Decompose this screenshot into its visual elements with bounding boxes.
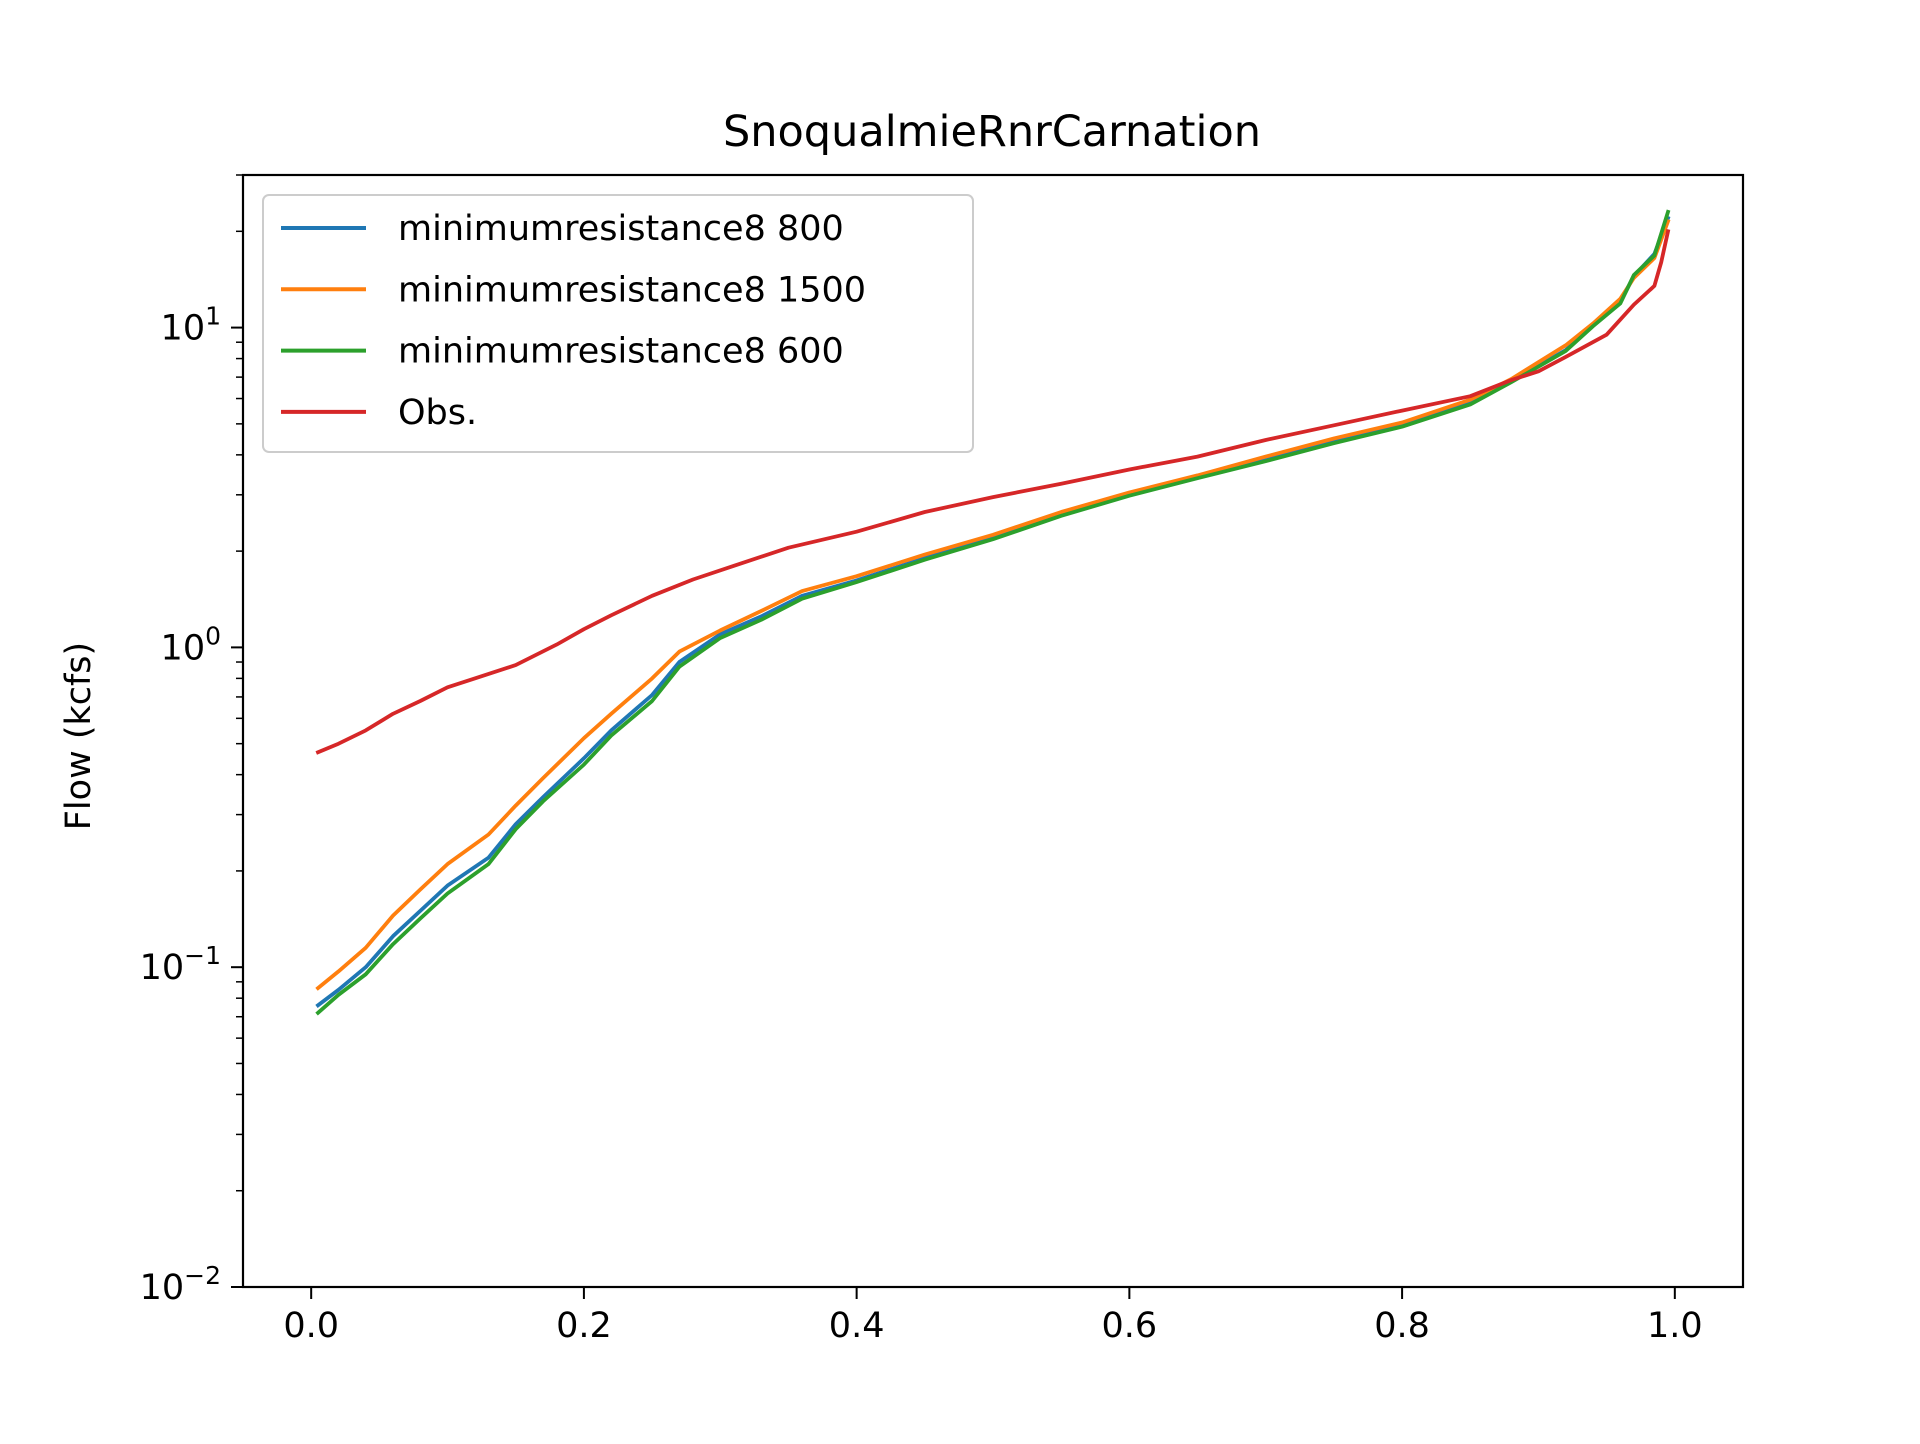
series-layer [315, 209, 1671, 1016]
chart-title: SnoqualmieRnrCarnation [723, 107, 1261, 157]
legend-label: minimumresistance8 1500 [398, 270, 866, 310]
legend-box [262, 194, 974, 453]
axes-frame [241, 173, 1745, 1289]
y-tick-label: 101 [161, 302, 221, 349]
y-tick-label-exponent: 1 [205, 302, 221, 331]
legend-label: minimumresistance8 600 [398, 332, 844, 372]
series-line-3 [315, 209, 1671, 1016]
y-tick-label: 10−1 [140, 941, 221, 988]
y-tick-label-exponent: −1 [184, 941, 221, 970]
y-tick-label: 100 [161, 621, 221, 668]
x-tick-label: 0.4 [829, 1306, 885, 1346]
legend-label: Obs. [398, 393, 477, 433]
x-axis-ticks: 0.0 0.2 0.4 0.6 0.8 1.0 [283, 1287, 1703, 1346]
series-line-4 [315, 229, 1671, 755]
y-tick-label-exponent: −2 [184, 1261, 221, 1290]
y-tick-label-exponent: 0 [205, 621, 221, 650]
legend: minimumresistance8 800 minimumresistance8… [262, 194, 974, 453]
y-tick-label-base: 10 [140, 1268, 185, 1308]
x-tick-label: 0.0 [283, 1306, 339, 1346]
y-axis-label: Flow (kcfs) [59, 642, 99, 830]
x-tick-label: 1.0 [1647, 1306, 1703, 1346]
series-line-2 [315, 218, 1671, 991]
x-tick-label: 0.8 [1374, 1306, 1430, 1346]
y-tick-label: 10−2 [140, 1261, 221, 1308]
x-tick-label: 0.6 [1102, 1306, 1158, 1346]
y-tick-label-base: 10 [161, 309, 206, 349]
y-tick-label-base: 10 [140, 948, 185, 988]
legend-label: minimumresistance8 800 [398, 209, 844, 249]
y-tick-label-base: 10 [161, 628, 206, 668]
x-tick-label: 0.2 [556, 1306, 612, 1346]
plot-area [241, 173, 1745, 1289]
